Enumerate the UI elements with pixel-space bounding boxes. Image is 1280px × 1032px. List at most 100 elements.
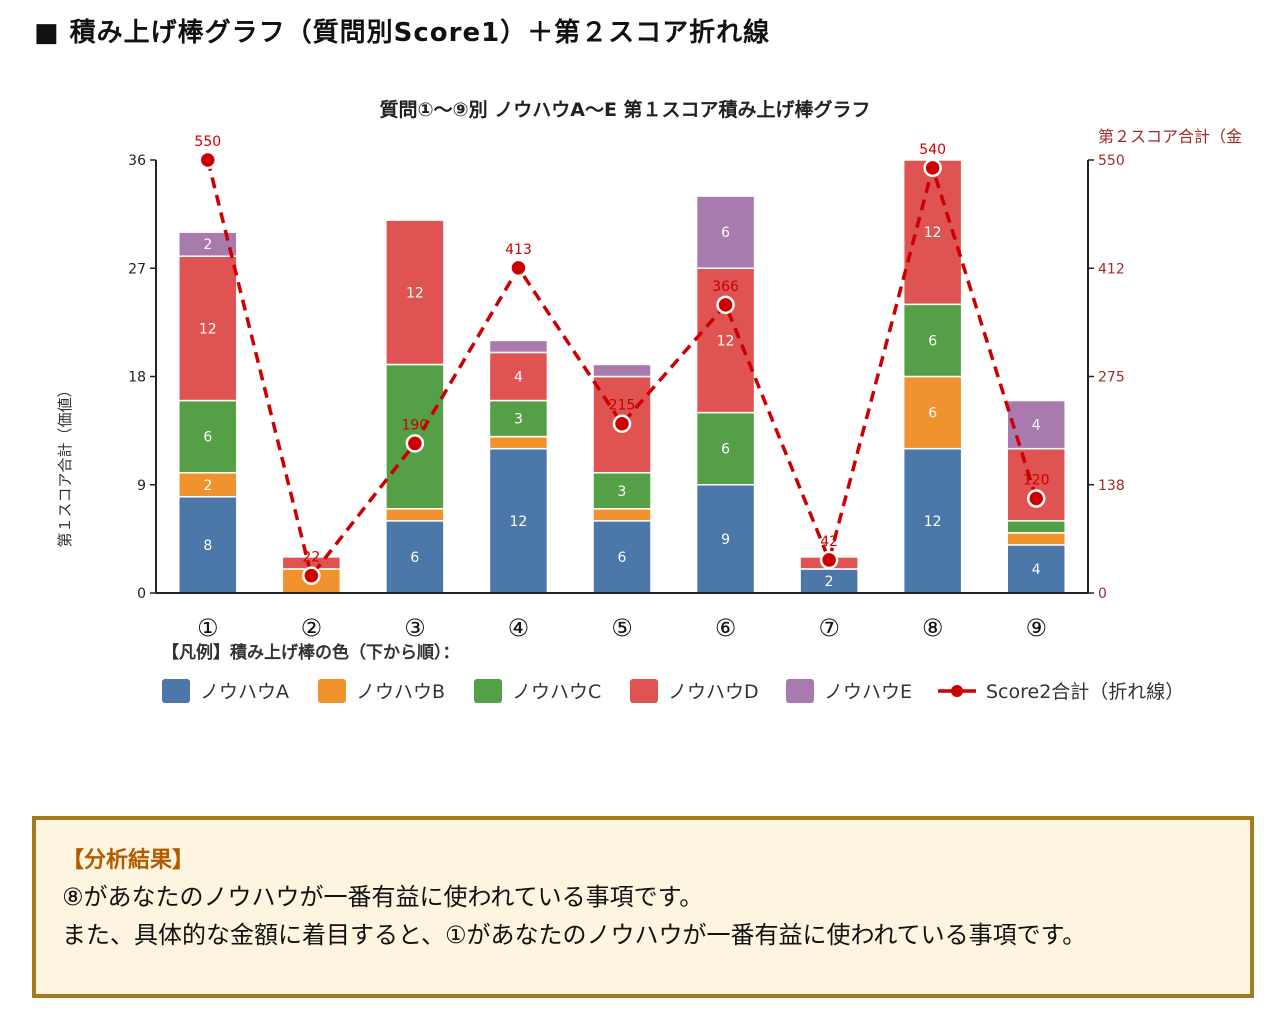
bar-segment-3-9 [1006, 520, 1066, 534]
y-tick-label-2: 18 [128, 370, 146, 386]
bar-segment-4-1 [178, 255, 238, 402]
legend-label-1: ノウハウA [200, 681, 289, 703]
score2-label-6: 366 [712, 279, 739, 295]
score2-label-1: 550 [194, 134, 221, 150]
bar-label-3-5: 3 [618, 484, 627, 500]
x-tick-label-6: ⑥ [715, 614, 737, 642]
bar-segment-4-3 [385, 219, 445, 366]
legend-line-marker [951, 685, 963, 697]
score2-point-4 [509, 258, 528, 278]
bar-segment-1-8 [902, 447, 963, 594]
analysis-title: 【分析結果】 [62, 848, 195, 873]
x-tick-label-9: ⑨ [1025, 614, 1047, 642]
legend-prefix: 【凡例】積み上げ棒の色（下から順）： [162, 642, 460, 663]
bar-segment-1-5 [592, 520, 652, 594]
bar-segment-2-5 [592, 508, 652, 522]
legend-label-3: ノウハウC [512, 681, 601, 703]
stacked-bar-line-chart: 質問①～⑨別 ノウハウA～E 第１スコア積み上げ棒グラフ 第１スコア合計（価値）… [56, 98, 1242, 703]
legend: ノウハウA ノウハウB ノウハウC ノウハウD ノウハウE Score2合計（折れ線） [162, 679, 1184, 703]
score2-label-4: 413 [505, 242, 532, 258]
bar-label-2-8: 6 [928, 406, 937, 422]
bar-segment-3-1 [178, 399, 238, 474]
legend-swatch-4 [630, 679, 658, 703]
x-tick-label-5: ⑤ [611, 614, 633, 642]
score2-point-7 [819, 550, 839, 570]
legend-swatch-3 [474, 679, 502, 703]
bar-label-1-5: 6 [618, 550, 627, 566]
score2-point-3 [405, 434, 425, 453]
y-tick-label-3: 27 [128, 261, 146, 277]
bar-label-3-1: 6 [203, 430, 212, 446]
score2-label-9: 120 [1023, 473, 1050, 489]
score2-point-6 [716, 295, 735, 315]
score2-label-2: 22 [302, 550, 320, 566]
chart-title: 質問①～⑨別 ノウハウA～E 第１スコア積み上げ棒グラフ [379, 98, 870, 121]
bar-label-1-3: 6 [410, 550, 419, 566]
bar-segment-4-6 [695, 267, 756, 414]
bar-segment-5-6 [695, 195, 756, 269]
y-tick-label-0: 0 [137, 586, 146, 602]
bar-label-1-1: 8 [203, 538, 212, 554]
x-tick-label-3: ③ [404, 614, 426, 642]
bar-segment-5-4 [488, 339, 549, 354]
bar-label-3-6: 6 [721, 442, 730, 458]
x-tick-label-8: ⑧ [922, 614, 944, 642]
legend-label-4: ノウハウD [668, 681, 759, 703]
bar-segment-1-3 [385, 520, 445, 594]
bar-segment-4-9 [1006, 447, 1066, 522]
x-tick-label-1: ① [197, 614, 219, 642]
score2-label-3: 190 [402, 417, 429, 433]
y-tick-label-1: 9 [137, 478, 146, 494]
score2-point-8 [923, 158, 942, 178]
page-heading: ■ 積み上げ棒グラフ（質問別Score1）＋第２スコア折れ線 [34, 18, 771, 48]
score2-label-8: 540 [919, 142, 946, 158]
y2-tick-label-1: 138 [1098, 478, 1125, 494]
legend-swatch-1 [162, 679, 190, 703]
y-tick-label-4: 36 [128, 153, 146, 169]
bar-label-1-9: 4 [1032, 562, 1041, 578]
y-axis-label: 第１スコア合計（価値） [56, 382, 74, 547]
bar-segment-2-4 [488, 435, 549, 450]
bar-label-2-1: 2 [203, 478, 212, 494]
x-tick-label-2: ② [301, 614, 323, 642]
bar-label-5-9: 4 [1032, 418, 1041, 434]
legend-swatch-2 [318, 679, 346, 703]
bar-label-1-7: 2 [825, 574, 834, 590]
bar-label-3-8: 6 [928, 333, 937, 349]
analysis-line-2: また、具体的な金額に着目すると、①があなたのノウハウが一番有益に使われている事項… [62, 921, 1087, 949]
analysis-box: 【分析結果】 ⑧があなたのノウハウが一番有益に使われている事項です。 また、具体… [32, 816, 1254, 998]
bar-segment-5-5 [592, 363, 652, 378]
bar-label-1-8: 12 [924, 514, 942, 530]
bar-label-5-1: 2 [203, 237, 212, 253]
legend-label-2: ノウハウB [356, 681, 445, 703]
bar-segment-2-3 [385, 508, 445, 522]
bar-segment-3-6 [695, 411, 756, 486]
score2-label-5: 215 [609, 398, 636, 414]
score2-point-2 [302, 566, 321, 585]
analysis-line-1: ⑧があなたのノウハウが一番有益に使われている事項です。 [62, 883, 704, 911]
y2-axis-label: 第２スコア合計（金 [1098, 127, 1242, 146]
score2-point-5 [612, 414, 632, 433]
bar-label-1-4: 12 [510, 514, 528, 530]
y2-tick-label-0: 0 [1098, 586, 1107, 602]
bar-label-4-1: 12 [199, 321, 217, 337]
y2-tick-label-3: 412 [1098, 261, 1125, 277]
bar-label-5-6: 6 [721, 225, 730, 241]
score2-point-1 [198, 150, 218, 170]
bar-segment-3-8 [902, 303, 963, 378]
bar-segment-2-9 [1006, 532, 1066, 546]
bar-label-4-6: 12 [717, 333, 735, 349]
legend-label-5: ノウハウE [824, 681, 912, 703]
score2-label-7: 42 [820, 534, 838, 550]
legend-label-line: Score2合計（折れ線） [986, 681, 1184, 703]
bar-label-4-4: 4 [514, 370, 523, 386]
bar-label-4-8: 12 [924, 225, 942, 241]
bar-label-3-4: 3 [514, 412, 523, 428]
bar-segment-1-6 [695, 484, 756, 594]
y2-tick-label-2: 275 [1098, 370, 1125, 386]
legend-swatch-5 [786, 679, 814, 703]
score2-point-9 [1026, 489, 1046, 508]
x-tick-label-4: ④ [508, 614, 530, 642]
y2-tick-label-4: 550 [1098, 153, 1125, 169]
bar-segment-3-5 [592, 471, 652, 510]
